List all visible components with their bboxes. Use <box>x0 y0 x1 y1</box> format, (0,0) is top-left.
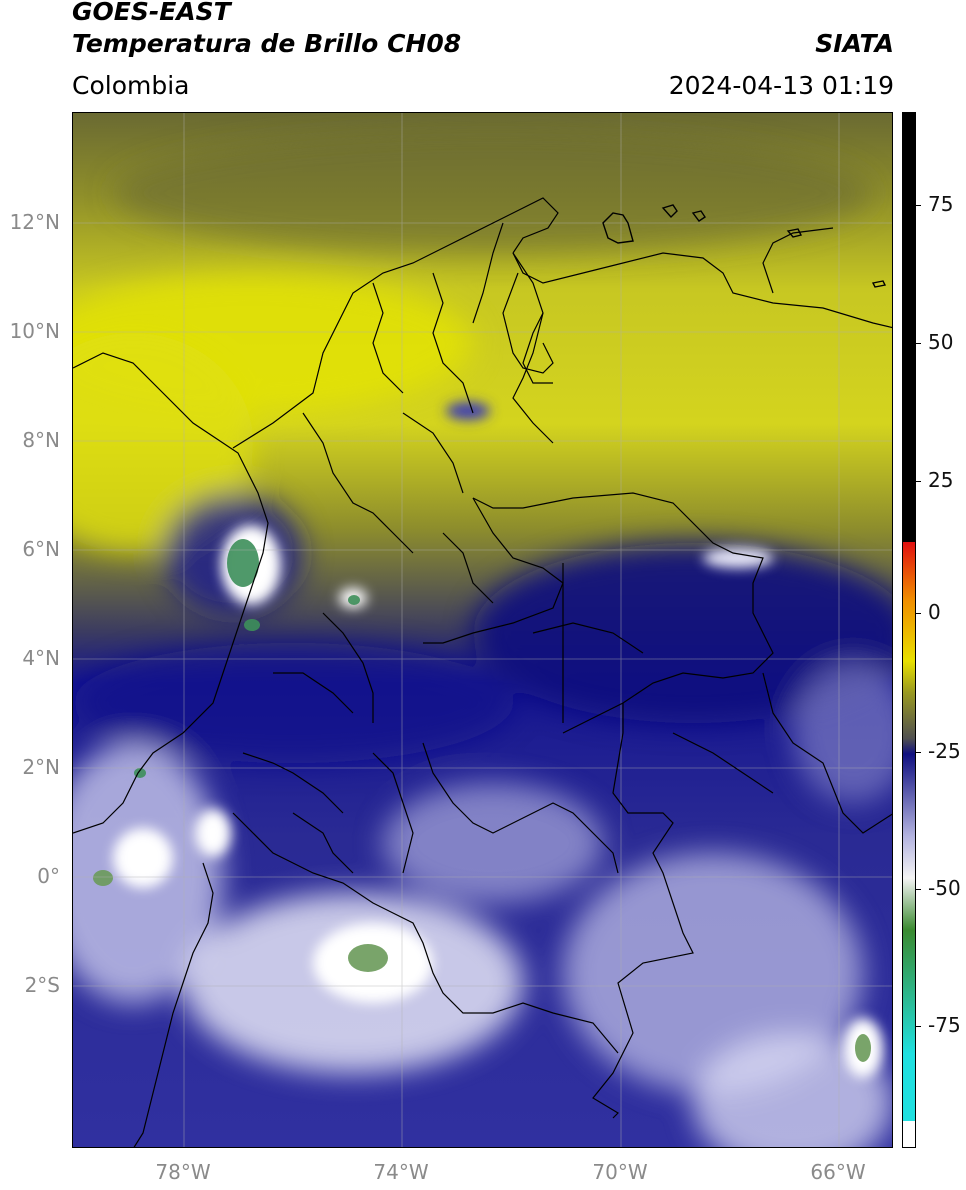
colorbar-tick <box>915 205 921 206</box>
lat-label: 0° <box>37 864 60 888</box>
colorbar-tick-label: 25 <box>928 468 954 492</box>
lon-label: 78°W <box>155 1160 211 1184</box>
lat-label: 4°N <box>22 646 60 670</box>
lon-label: 74°W <box>373 1160 429 1184</box>
lat-label: 6°N <box>22 537 60 561</box>
colorbar-tick <box>915 889 921 890</box>
colorbar-tick-label: 50 <box>928 330 954 354</box>
colorbar-tick-label: -25 <box>928 739 961 763</box>
lat-label: 2°S <box>24 973 60 997</box>
lat-label: 10°N <box>9 319 60 343</box>
lon-label: 66°W <box>810 1160 866 1184</box>
cold-cloud-tops <box>93 539 871 1062</box>
colorbar-tick-label: 0 <box>928 600 941 624</box>
satellite-map[interactable] <box>72 112 893 1148</box>
lat-label: 12°N <box>9 210 60 234</box>
gridlines <box>73 113 892 1147</box>
colorbar-tick-label: -75 <box>928 1013 961 1037</box>
brightness-temperature-field <box>73 113 892 1147</box>
colorbar-tick <box>915 1026 921 1027</box>
colorbar-tick-label: 75 <box>928 192 954 216</box>
coastline <box>602 204 887 288</box>
region-label: Colombia <box>72 71 190 100</box>
temperature-colorbar <box>902 112 916 1148</box>
borders <box>73 197 892 1147</box>
product-title: GOES-EAST <box>72 0 231 26</box>
colorbar-tick-label: -50 <box>928 876 961 900</box>
lat-label: 2°N <box>22 755 60 779</box>
colorbar-tick <box>915 752 921 753</box>
lon-label: 70°W <box>592 1160 648 1184</box>
colorbar-tick <box>915 613 921 614</box>
colorbar-tick <box>915 481 921 482</box>
timestamp-label: 2024-04-13 01:19 <box>668 71 894 100</box>
product-subtitle: Temperatura de Brillo CH08 <box>72 29 462 58</box>
brand-label: SIATA <box>815 29 894 58</box>
colorbar-tick <box>915 343 921 344</box>
lat-label: 8°N <box>22 428 60 452</box>
